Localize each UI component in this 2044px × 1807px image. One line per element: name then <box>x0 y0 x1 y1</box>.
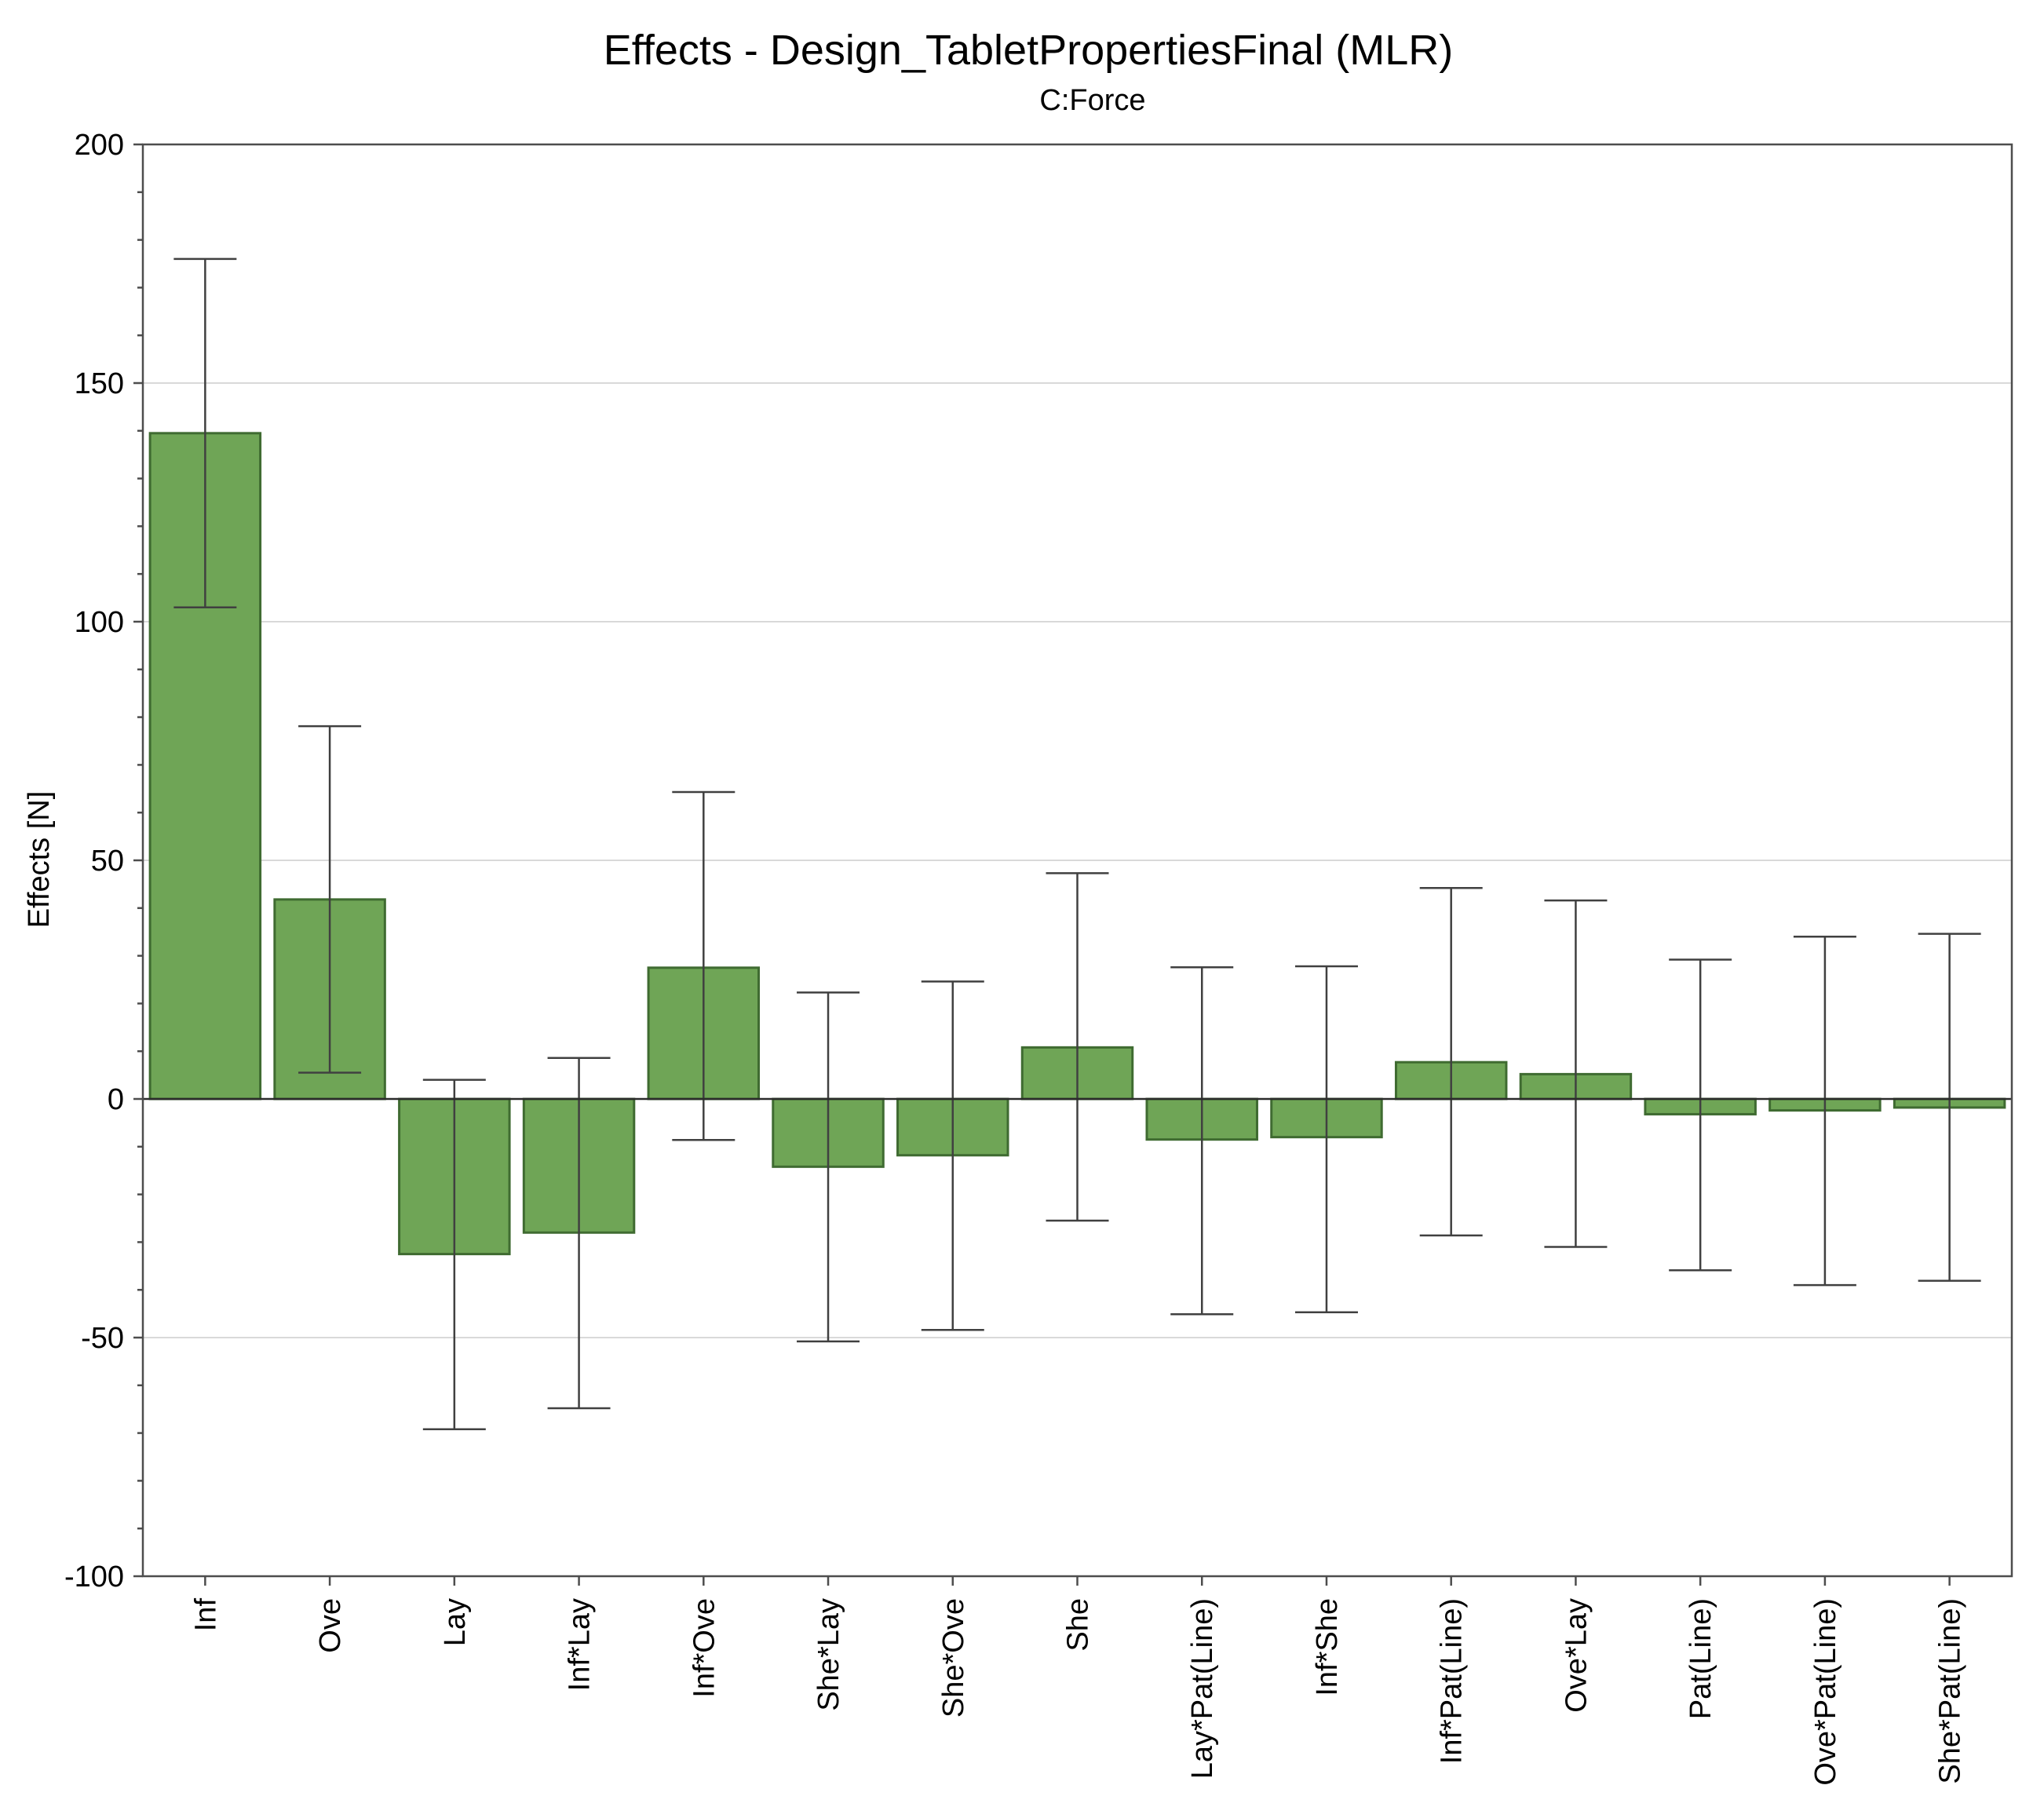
error-bar-Lay <box>422 1079 486 1430</box>
x-tick-label: Lay*Pat(Line) <box>1186 1598 1219 1779</box>
error-bar-She*Ove <box>921 980 984 1331</box>
x-tick-label: She*Pat(Line) <box>1934 1598 1967 1784</box>
x-tick-label: Inf*Pat(Line) <box>1436 1598 1469 1764</box>
y-tick-label: 200 <box>75 129 124 162</box>
x-tick-label: She*Ove <box>937 1598 970 1718</box>
error-bar-Pat(Line) <box>1669 958 1732 1272</box>
axis-layer: -100 -50 0 50 100 150 200 <box>64 129 2013 1593</box>
error-bar-Inf <box>173 257 237 609</box>
error-bar-She <box>1046 872 1109 1222</box>
y-tick-label: 100 <box>75 606 124 639</box>
grid-layer <box>143 382 2012 1338</box>
x-tick-label: Inf*Lay <box>564 1598 597 1691</box>
x-tick-label: She <box>1062 1598 1095 1652</box>
x-tick-label: Inf <box>189 1598 222 1632</box>
error-bar-Ove*Lay <box>1544 899 1608 1248</box>
y-axis-title: Effects [N] <box>23 791 56 929</box>
error-bar-She*Pat(Line) <box>1918 933 1981 1282</box>
chart-title: Effects - Design_TabletPropertiesFinal (… <box>604 27 1453 74</box>
x-tick-label: Inf*She <box>1311 1598 1344 1696</box>
category-label-layer: Inf Ove Lay Inf*Lay Inf*Ove She*Lay She*Ove She… <box>189 1598 1966 1786</box>
y-tick-label: 50 <box>91 845 124 878</box>
error-bar-Ove <box>298 725 362 1074</box>
y-tick-label: -50 <box>81 1322 124 1355</box>
plot-frame <box>141 143 2013 1578</box>
x-tick-label: Pat(Line) <box>1684 1598 1717 1719</box>
chart-subtitle: C:Force <box>1039 84 1145 117</box>
x-tick-label: She*Lay <box>812 1598 845 1711</box>
error-bar-layer <box>173 257 1981 1430</box>
error-bar-She*Lay <box>797 991 860 1343</box>
error-bar-Inf*Ove <box>672 790 735 1141</box>
x-tick-label: Ove <box>314 1598 347 1653</box>
x-tick-label: Lay <box>439 1598 472 1646</box>
error-bar-Lay*Pat(Line) <box>1170 966 1234 1316</box>
error-bar-Ove*Pat(Line) <box>1793 936 1856 1287</box>
y-tick-label: -100 <box>64 1561 124 1593</box>
error-bar-Inf*She <box>1294 965 1358 1314</box>
x-tick-label: Ove*Lay <box>1560 1598 1593 1713</box>
error-bar-Inf*Lay <box>547 1057 611 1410</box>
x-tick-label: Inf*Ove <box>688 1598 721 1698</box>
y-tick-label: 0 <box>108 1083 124 1116</box>
x-tick-label: Ove*Pat(Line) <box>1809 1598 1842 1786</box>
y-tick-label: 150 <box>75 367 124 400</box>
error-bar-Inf*Pat(Line) <box>1419 887 1483 1237</box>
